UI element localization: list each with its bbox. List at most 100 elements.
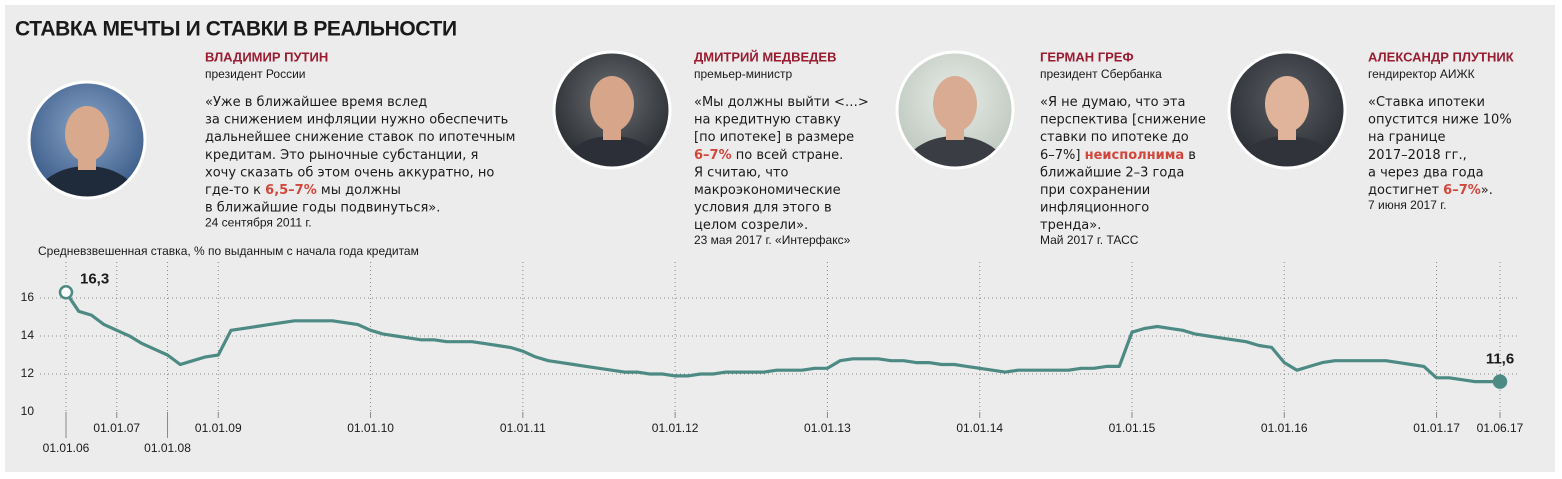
- photo-suit: [1235, 136, 1339, 168]
- y-tick-label: 14: [21, 328, 35, 342]
- quote-line: хочу сказать об этом очень аккуратно, но: [205, 165, 494, 180]
- quote-line: в ближайшие годы подвинуться».: [205, 200, 440, 215]
- x-tick-label: 01.01.08: [144, 441, 191, 455]
- end-marker: [1492, 374, 1508, 389]
- quote-line: инфляционного: [1040, 200, 1149, 215]
- x-tick-label: 01.01.13: [804, 421, 851, 435]
- quote-line: где-то к 6,5–7% мы должны: [205, 183, 401, 198]
- quote-text: инфляционного: [1040, 200, 1149, 215]
- quote-text: «Ставка ипотеки: [1368, 95, 1485, 110]
- quote-text: 2017–2018 гг.,: [1368, 147, 1467, 162]
- quote-line: «Я не думаю, что эта: [1040, 95, 1185, 110]
- person-role: президент России: [205, 67, 305, 81]
- quote-line: ставки по ипотеке до: [1040, 130, 1189, 145]
- quote-text: тренда».: [1040, 218, 1101, 233]
- quote-text: «Мы должны выйти <…>: [694, 95, 869, 110]
- photo-suit: [903, 136, 1007, 168]
- quote-line: опустится ниже 10%: [1368, 112, 1512, 127]
- quote-line: макроэкономические: [694, 183, 841, 198]
- quote-text: по всей стране.: [732, 147, 844, 162]
- photo-ring: [1227, 50, 1347, 170]
- x-tick-label: 01.01.16: [1261, 421, 1308, 435]
- quote-highlight: 6–7%: [1443, 183, 1481, 198]
- quote-line: при сохранении: [1040, 183, 1150, 198]
- quote-source: 24 сентября 2011 г.: [205, 215, 312, 229]
- x-tick-label: 01.01.17: [1413, 421, 1460, 435]
- quote-line: «Уже в ближайшее время вслед: [205, 95, 427, 110]
- quote-line: а через два года: [1368, 165, 1484, 180]
- photo-face: [1265, 76, 1309, 132]
- quote-line: на кредитную ставку: [694, 112, 841, 127]
- x-tick-label: 01.01.10: [347, 421, 394, 435]
- x-tick-label: 01.01.11: [500, 421, 546, 435]
- quote-text: «Я не думаю, что эта: [1040, 95, 1185, 110]
- quote-line: целом созрели».: [694, 218, 808, 233]
- portrait: [554, 52, 670, 168]
- quote-text: «Уже в ближайшее время вслед: [205, 95, 427, 110]
- quote-source: 23 мая 2017 г. «Интерфакс»: [694, 233, 851, 247]
- person-role: премьер-министр: [694, 67, 792, 81]
- quote-text: макроэкономические: [694, 183, 841, 198]
- quote-line: перспектива [снижение: [1040, 112, 1206, 127]
- portraits: [27, 50, 1347, 200]
- quote-line: 2017–2018 гг.,: [1368, 147, 1467, 162]
- photo-ring: [552, 50, 672, 170]
- quote-line: [по ипотеке] в размере: [694, 130, 854, 145]
- person-role: гендиректор АИЖК: [1368, 67, 1475, 81]
- quote-text: достигнет: [1368, 183, 1443, 198]
- quote-text: в ближайшие годы подвинуться».: [205, 200, 440, 215]
- x-tick-label: 01.01.14: [956, 421, 1003, 435]
- quote-source: Май 2017 г. ТАСС: [1040, 233, 1139, 247]
- portrait: [1229, 52, 1345, 168]
- quote-text: 6–7%]: [1040, 147, 1085, 162]
- quote-text: кредитам. Это рыночные субстанции, я: [205, 147, 478, 162]
- quote-highlight: неисполнима: [1085, 147, 1185, 162]
- quote-text: Я считаю, что: [694, 165, 788, 180]
- quote-text: в: [1184, 147, 1196, 162]
- y-tick-label: 16: [21, 290, 35, 304]
- portrait: [897, 52, 1013, 168]
- quote-line: ближайшие 2–3 года: [1040, 165, 1184, 180]
- quote-text: [по ипотеке] в размере: [694, 130, 854, 145]
- quote-text: на границе: [1368, 130, 1445, 145]
- quote-source: 7 июня 2017 г.: [1368, 198, 1446, 212]
- quote-highlight: 6,5–7%: [265, 183, 317, 198]
- quote-line: Я считаю, что: [694, 165, 788, 180]
- quote-line: дальнейшее снижение ставок по ипотечным: [205, 130, 515, 145]
- photo-suit: [560, 136, 664, 168]
- photo-suit: [35, 166, 139, 198]
- x-tick-label: 01.01.09: [195, 421, 242, 435]
- quote-text: ставки по ипотеке до: [1040, 130, 1189, 145]
- x-tick-label: 01.01.06: [43, 441, 90, 455]
- x-tick-label: 01.01.07: [93, 421, 140, 435]
- quote-line: тренда».: [1040, 218, 1101, 233]
- quote-line: условия для этого в: [694, 200, 832, 215]
- quote-text: хочу сказать об этом очень аккуратно, но: [205, 165, 494, 180]
- y-tick-label: 10: [21, 404, 35, 418]
- quote-text: целом созрели».: [694, 218, 808, 233]
- x-tick-label: 01.06.17: [1477, 421, 1524, 435]
- quote-line: 6–7%] неисполнима в: [1040, 147, 1196, 162]
- quote-line: за снижением инфляции нужно обеспечить: [205, 112, 508, 127]
- person-role: президент Сбербанка: [1040, 67, 1162, 81]
- portrait: [29, 82, 145, 198]
- photo-face: [590, 76, 634, 132]
- title: СТАВКА МЕЧТЫ И СТАВКИ В РЕАЛЬНОСТИ: [15, 18, 457, 41]
- photo-face: [65, 106, 109, 162]
- quote-line: «Мы должны выйти <…>: [694, 95, 869, 110]
- rate-line: [64, 291, 1500, 384]
- person-name: ГЕРМАН ГРЕФ: [1040, 49, 1134, 64]
- photo-ring: [27, 80, 147, 200]
- quote-text: при сохранении: [1040, 183, 1150, 198]
- quote-text: дальнейшее снижение ставок по ипотечным: [205, 130, 515, 145]
- quote-text: мы должны: [317, 183, 401, 198]
- quote-text: условия для этого в: [694, 200, 832, 215]
- y-tick-label: 12: [21, 366, 35, 380]
- quote-line: на границе: [1368, 130, 1445, 145]
- photo-face: [933, 76, 977, 132]
- quote-text: где-то к: [205, 183, 265, 198]
- value-label: 16,3: [80, 270, 109, 287]
- person-name: АЛЕКСАНДР ПЛУТНИК: [1368, 49, 1514, 64]
- quote-line: кредитам. Это рыночные субстанции, я: [205, 147, 478, 162]
